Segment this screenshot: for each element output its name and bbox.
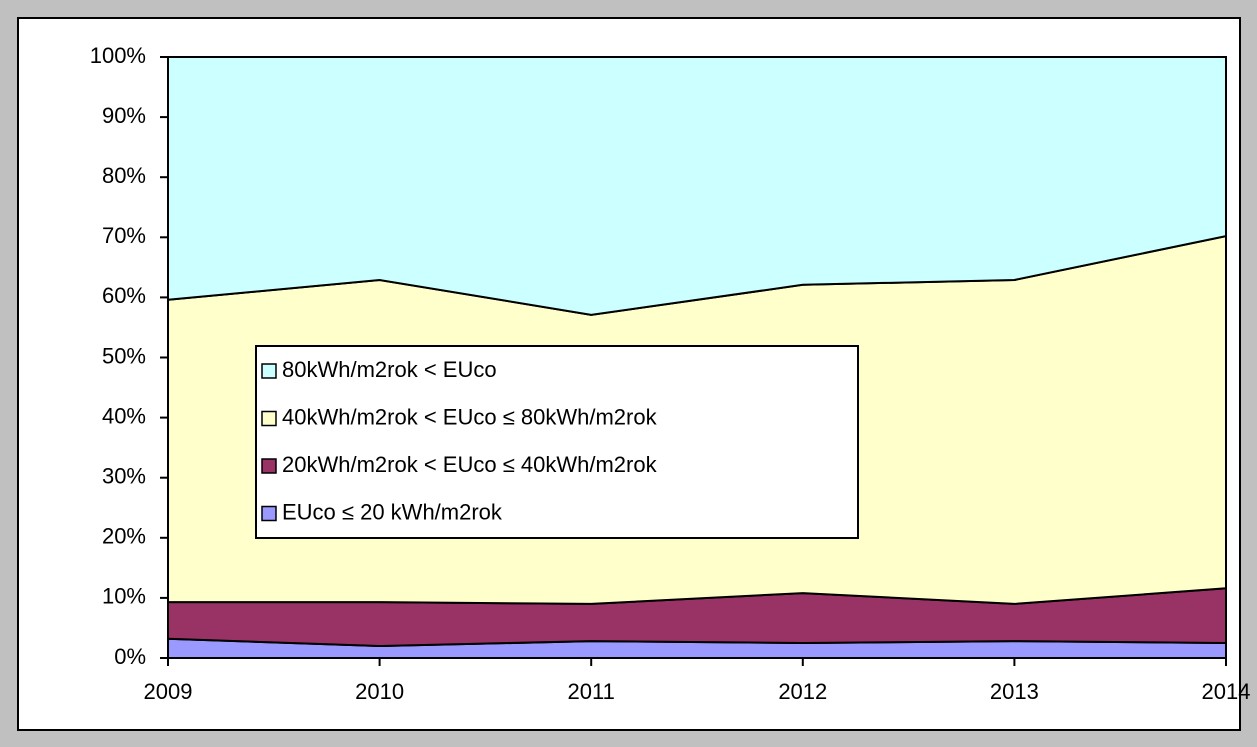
y-tick-label: 60%: [102, 283, 146, 308]
y-tick-label: 10%: [102, 584, 146, 609]
y-tick-label: 0%: [114, 644, 146, 669]
legend-swatch: [261, 363, 277, 379]
legend-swatch: [261, 458, 277, 474]
y-tick-label: 40%: [102, 403, 146, 428]
legend-box: [255, 345, 859, 539]
y-tick-label: 70%: [102, 223, 146, 248]
legend-swatch: [261, 410, 277, 427]
legend-label: 40kWh/m2rok < EUco ≤ 80kWh/m2rok: [282, 404, 658, 429]
y-tick-label: 50%: [102, 343, 146, 368]
x-tick-label: 2010: [355, 679, 404, 704]
x-tick-label: 2014: [1202, 679, 1251, 704]
legend-swatch: [261, 505, 277, 522]
legend-label: EUco ≤ 20 kWh/m2rok: [282, 499, 503, 524]
y-tick-label: 100%: [90, 43, 146, 68]
y-tick-label: 80%: [102, 163, 146, 188]
y-tick-label: 20%: [102, 524, 146, 549]
legend-label: 80kWh/m2rok < EUco: [282, 357, 497, 382]
x-tick-label: 2013: [990, 679, 1039, 704]
x-tick-label: 2011: [568, 679, 615, 704]
y-tick-label: 30%: [102, 464, 146, 489]
x-tick-label: 2012: [778, 679, 827, 704]
area: [167, 56, 1227, 316]
legend-label: 20kWh/m2rok < EUco ≤ 40kWh/m2rok: [282, 452, 658, 477]
x-tick-label: 2009: [144, 679, 193, 704]
y-tick-label: 90%: [102, 103, 146, 128]
